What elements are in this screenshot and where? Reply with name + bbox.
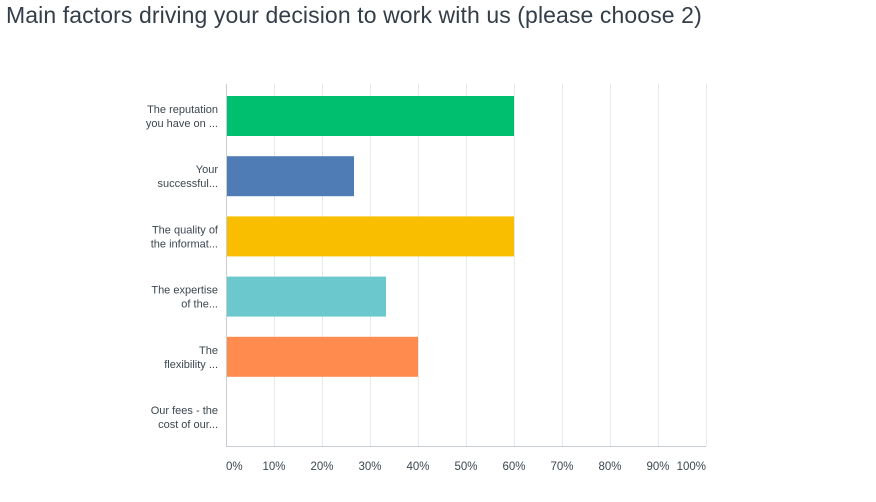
tick-label-100: 100% bbox=[677, 461, 706, 473]
category-label-4: The expertise of the... bbox=[151, 285, 218, 311]
tick-label-20: 20% bbox=[310, 461, 333, 473]
bar-3 bbox=[226, 216, 514, 257]
tick-label-10: 10% bbox=[262, 461, 285, 473]
category-label-2: Your successful... bbox=[157, 164, 218, 190]
tick-label-80: 80% bbox=[598, 461, 621, 473]
tick-labels: 0% 10% 20% 30% 40% 50% 60% 70% 80% 90% 100% bbox=[226, 461, 706, 473]
category-label-1: The reputation you have on ... bbox=[146, 104, 218, 130]
axes bbox=[226, 84, 706, 447]
category-labels: The reputation you have on ... Your success… bbox=[146, 104, 219, 431]
category-label-6: Our fees - the cost of our... bbox=[151, 405, 218, 431]
category-label-line: you have on ... bbox=[146, 118, 218, 130]
category-label-line: The reputation bbox=[147, 104, 218, 116]
category-label-line: cost of our... bbox=[158, 419, 218, 431]
tick-label-90: 90% bbox=[646, 461, 669, 473]
gridlines bbox=[274, 84, 707, 446]
category-label-line: The quality of bbox=[152, 224, 219, 236]
category-label-line: The expertise bbox=[151, 285, 218, 297]
bar-1 bbox=[226, 96, 514, 136]
category-label-line: Our fees - the bbox=[151, 405, 218, 417]
category-label-line: the informat... bbox=[151, 238, 218, 250]
tick-label-30: 30% bbox=[358, 461, 381, 473]
bar-4 bbox=[226, 276, 386, 317]
category-label-line: of the... bbox=[181, 299, 218, 311]
tick-label-0: 0% bbox=[226, 461, 243, 473]
tick-label-70: 70% bbox=[550, 461, 573, 473]
tick-label-50: 50% bbox=[454, 461, 477, 473]
category-label-line: The bbox=[199, 345, 218, 357]
category-label-line: Your bbox=[196, 164, 219, 176]
bars bbox=[226, 96, 514, 377]
tick-label-40: 40% bbox=[406, 461, 429, 473]
bar-5 bbox=[226, 336, 418, 377]
category-label-line: flexibility ... bbox=[164, 359, 218, 371]
category-label-3: The quality of the informat... bbox=[151, 224, 219, 250]
category-label-line: successful... bbox=[157, 178, 218, 190]
tick-label-60: 60% bbox=[502, 461, 525, 473]
chart-title: Main factors driving your decision to wo… bbox=[6, 2, 702, 28]
category-label-5: The flexibility ... bbox=[164, 345, 218, 371]
bar-2 bbox=[226, 156, 355, 197]
